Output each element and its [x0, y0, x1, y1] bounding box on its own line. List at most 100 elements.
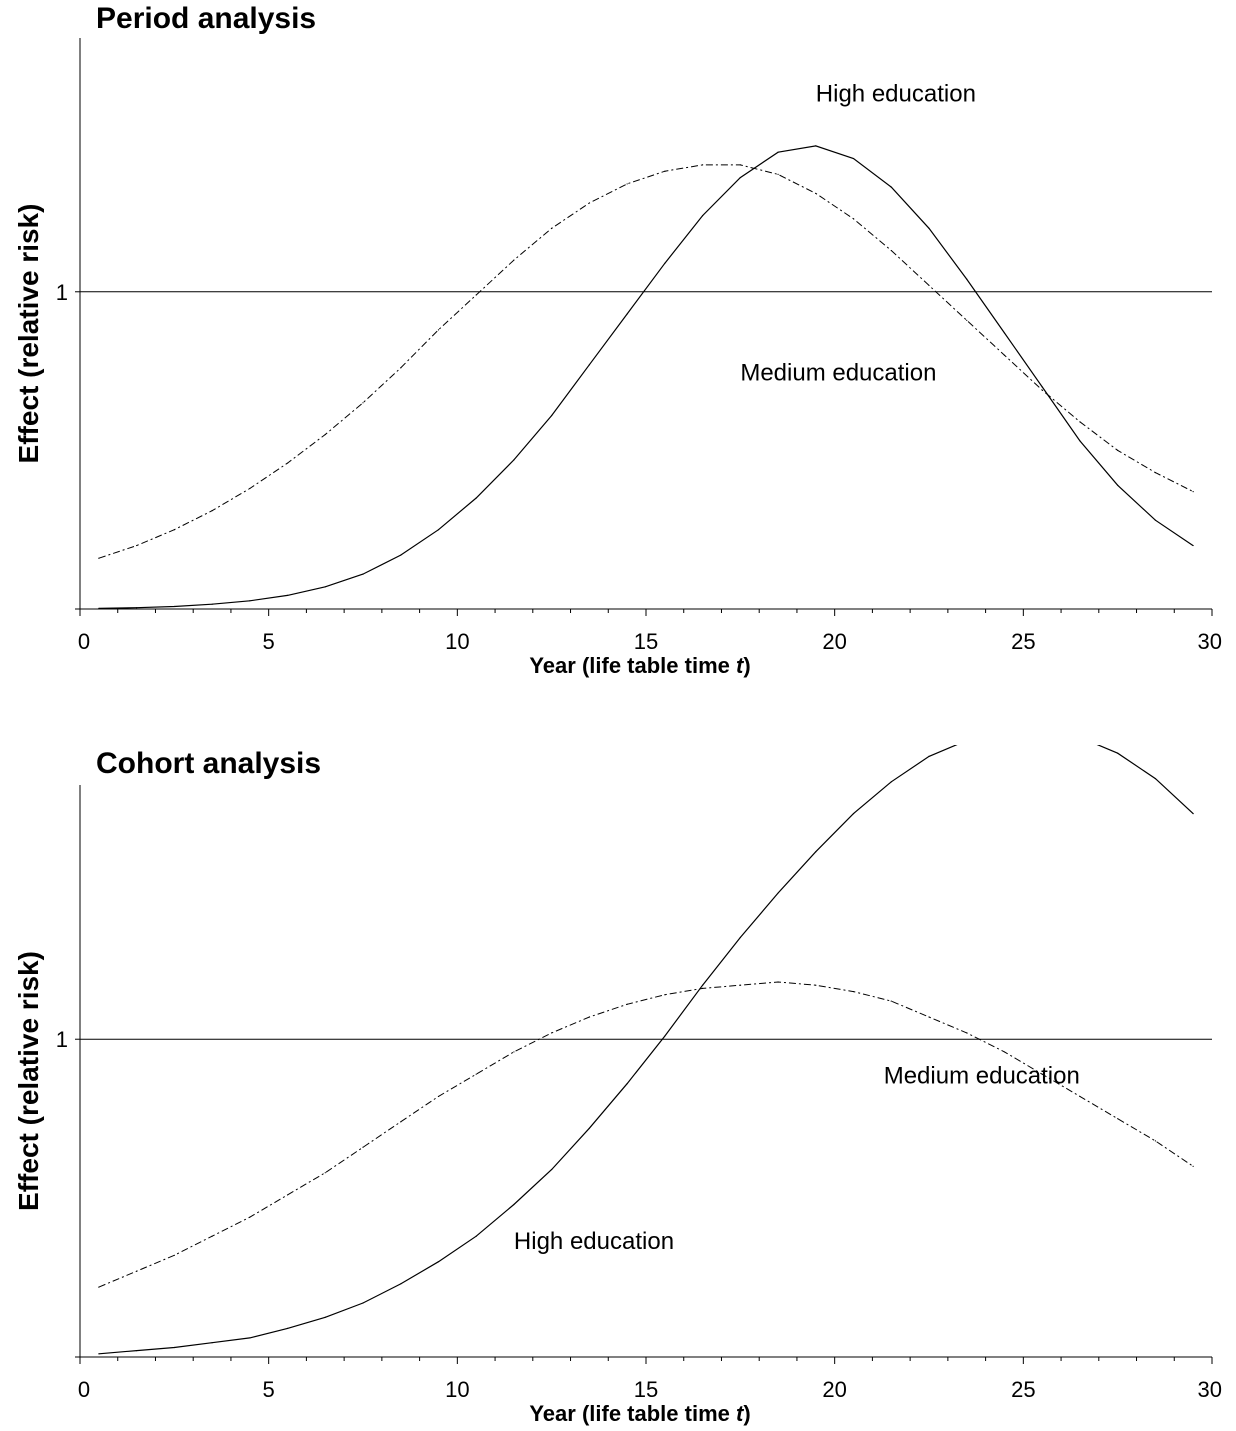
high-education-data-point [852, 813, 855, 815]
high-education-data-point [815, 145, 817, 147]
medium-education-data-point [588, 202, 591, 204]
x-tick-label: 20 [822, 1377, 846, 1402]
medium-education-data-point [98, 1286, 100, 1288]
high-education-data-point [928, 227, 930, 229]
high-education-data-point [815, 851, 817, 853]
medium-education-series-line [98, 981, 1194, 1288]
high-education-data-point [551, 1168, 553, 1171]
y-tick-label: 1 [56, 1027, 68, 1052]
medium-education-data-point [1192, 491, 1194, 493]
medium-education-data-point [362, 402, 364, 404]
y-axis-label: Effect (relative risk) [13, 951, 44, 1211]
medium-education-data-point [739, 164, 741, 166]
x-tick-label: 25 [1011, 1377, 1035, 1402]
high-education-data-point [136, 1350, 138, 1352]
medium-education-data-point [815, 192, 817, 195]
high-education-data-point [400, 1283, 402, 1285]
medium-education-data-point [211, 1235, 213, 1237]
x-axis-label: Year (life table time t) [529, 653, 750, 678]
medium-education-data-point [1079, 421, 1081, 423]
chart-title: Cohort analysis [96, 747, 322, 780]
x-tick-label: 25 [1011, 629, 1035, 654]
medium-education-series-label: Medium education [740, 360, 936, 387]
medium-education-data-point [1003, 1051, 1006, 1053]
y-tick-label: 1 [56, 280, 68, 305]
x-tick-label: 5 [263, 1377, 275, 1402]
medium-education-series-line [98, 164, 1194, 559]
medium-education-data-point [551, 1032, 553, 1034]
high-education-data-point [1154, 519, 1156, 521]
medium-education-data-point [286, 1194, 289, 1196]
medium-education-data-point [475, 294, 477, 296]
high-education-data-point [362, 573, 364, 575]
medium-education-data-point [626, 1003, 628, 1005]
x-tick-label: 30 [1198, 1377, 1222, 1402]
x-tick-label: 0 [78, 1377, 90, 1402]
high-education-data-point [966, 278, 968, 280]
high-education-data-point [400, 554, 402, 556]
high-education-data-point [852, 157, 855, 160]
high-education-data-point [136, 607, 138, 609]
medium-education-data-point [1117, 1118, 1119, 1120]
high-education-data-point [324, 586, 326, 588]
medium-education-data-point [324, 433, 326, 436]
high-education-data-point [98, 1353, 100, 1355]
high-education-data-point [437, 1261, 440, 1263]
medium-education-data-point [324, 1172, 326, 1174]
medium-education-data-point [400, 1121, 402, 1123]
high-education-data-point [475, 497, 477, 499]
high-education-data-point [1003, 332, 1006, 334]
x-tick-label: 0 [78, 629, 90, 654]
y-axis-label: Effect (relative risk) [13, 204, 44, 464]
medium-education-data-point [739, 984, 741, 986]
medium-education-data-point [437, 329, 440, 331]
medium-education-data-point [211, 510, 213, 512]
medium-education-data-point [286, 462, 289, 464]
high-education-data-point [173, 605, 175, 608]
medium-education-data-point [966, 319, 968, 321]
period-analysis-panel: Period analysis 1 0 5 10 15 20 25 30 Year (life … [0, 0, 1236, 700]
medium-education-data-point [1154, 1140, 1156, 1142]
high-education-data-point [249, 1337, 251, 1339]
medium-education-data-point [1117, 449, 1119, 451]
high-education-data-point [211, 1342, 213, 1344]
high-education-data-point [626, 1083, 628, 1085]
high-education-data-point [890, 781, 892, 783]
medium-education-data-point [890, 1000, 892, 1002]
x-tick-label: 15 [634, 629, 658, 654]
x-tick-label: 10 [445, 629, 469, 654]
high-education-data-point [588, 364, 591, 366]
high-education-series-label: High education [514, 1228, 674, 1255]
high-education-data-point [211, 603, 213, 605]
medium-education-data-point [475, 1073, 477, 1075]
medium-education-data-point [98, 557, 100, 559]
medium-education-data-point [852, 218, 855, 220]
medium-education-series-label: Medium education [884, 1063, 1080, 1090]
x-tick-label: 20 [822, 629, 846, 654]
medium-education-data-point [1003, 354, 1006, 356]
high-education-data-point [437, 529, 440, 531]
medium-education-data-point [890, 249, 892, 252]
high-education-data-point [513, 1203, 515, 1206]
medium-education-data-point [664, 994, 666, 996]
x-tick-label: 5 [263, 629, 275, 654]
medium-education-data-point [966, 1032, 968, 1034]
high-education-data-point [1192, 813, 1194, 815]
high-education-data-point [173, 1346, 175, 1349]
high-education-data-point [286, 594, 289, 596]
high-education-data-point [777, 892, 779, 894]
medium-education-data-point [626, 183, 628, 185]
high-education-data-point [362, 1302, 364, 1304]
medium-education-data-point [815, 984, 817, 986]
high-education-data-point [1079, 440, 1081, 442]
medium-education-data-point [173, 529, 175, 531]
high-education-data-point [739, 936, 741, 939]
high-education-data-point [513, 459, 515, 461]
medium-education-data-point [136, 1270, 138, 1272]
high-education-data-point [98, 607, 100, 609]
medium-education-data-point [551, 227, 553, 229]
high-education-data-point [664, 262, 666, 264]
high-education-data-point [777, 151, 779, 153]
high-education-data-point [551, 414, 553, 417]
